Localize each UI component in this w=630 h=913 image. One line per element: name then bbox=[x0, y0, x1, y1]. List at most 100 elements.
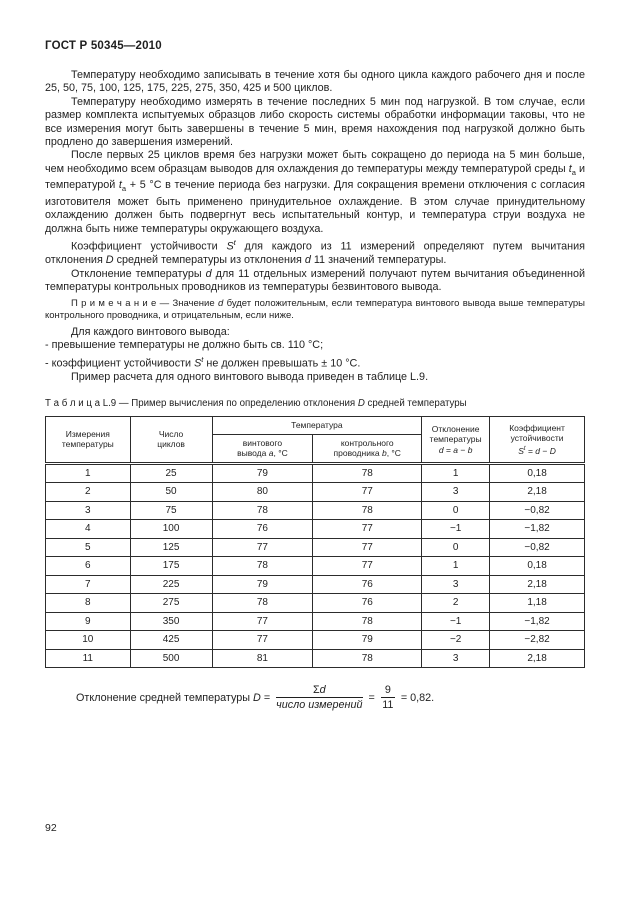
paragraph: После первых 25 циклов время без нагрузк… bbox=[45, 149, 585, 235]
table-row: 1 25 79 78 1 0,18 bbox=[45, 462, 585, 484]
table-cell: 50 bbox=[129, 482, 213, 502]
table-cell: 79 bbox=[211, 574, 314, 595]
table-cell: 1 bbox=[421, 556, 491, 576]
table-row: 11 500 81 78 3 2,18 bbox=[45, 648, 585, 669]
table-cell: 0 bbox=[421, 537, 491, 558]
table-cell: 77 bbox=[312, 482, 423, 502]
formula: Отклонение средней температуры D = Σd чи… bbox=[76, 684, 585, 711]
formula-denominator: 11 bbox=[382, 699, 394, 712]
formula-fraction-sum: Σd число измерений bbox=[276, 684, 363, 712]
col-header-measurements: Измерения температуры bbox=[45, 416, 131, 465]
table-cell: 75 bbox=[129, 500, 213, 521]
col-header-coefficient: Коэффициент устойчивости St = d − D bbox=[489, 416, 585, 465]
table-cell: 76 bbox=[211, 519, 314, 539]
table-cell: 3 bbox=[421, 574, 491, 595]
table-cell: 78 bbox=[312, 462, 423, 484]
table-row: 10 425 77 79 −2 −2,82 bbox=[45, 630, 585, 650]
list-item: - превышение температуры не должно быть … bbox=[45, 339, 324, 352]
table-row: 9 350 77 78 −1 −1,82 bbox=[45, 611, 585, 632]
formula-fraction-values: 9 11 bbox=[380, 684, 395, 712]
table-cell: −2 bbox=[421, 630, 491, 650]
paragraph: Температуру необходимо измерять в течени… bbox=[45, 95, 585, 149]
table-cell: 81 bbox=[211, 648, 314, 669]
body-text: Температуру необходимо записывать в тече… bbox=[45, 69, 585, 384]
table-cell: 0,18 bbox=[489, 556, 585, 576]
table-cell: 77 bbox=[312, 556, 423, 576]
table-cell: 225 bbox=[129, 574, 213, 595]
table-cell: 1 bbox=[45, 462, 131, 484]
table-cell: 11 bbox=[45, 648, 131, 669]
col-header-screw-terminal: винтового вывода а, °С bbox=[211, 433, 314, 465]
table-cell: 3 bbox=[421, 648, 491, 669]
formula-equals: = bbox=[365, 691, 378, 704]
table-cell: 9 bbox=[45, 611, 131, 632]
document-header: ГОСТ Р 50345—2010 bbox=[45, 40, 162, 52]
table-cell: 175 bbox=[129, 556, 213, 576]
table-cell: 78 bbox=[312, 611, 423, 632]
table-cell: 78 bbox=[211, 556, 314, 576]
table-cell: 79 bbox=[211, 462, 314, 484]
table-cell: 275 bbox=[129, 593, 213, 613]
table-cell: 6 bbox=[45, 556, 131, 576]
formula-numerator: Σd bbox=[276, 684, 363, 699]
table-cell: 500 bbox=[129, 648, 213, 669]
table-cell: −0,82 bbox=[489, 537, 585, 558]
table-row: 8 275 78 76 2 1,18 bbox=[45, 593, 585, 613]
table-cell: 2 bbox=[421, 593, 491, 613]
table-cell: −1 bbox=[421, 519, 491, 539]
table-cell: 5 bbox=[45, 537, 131, 558]
table-cell: 100 bbox=[129, 519, 213, 539]
col-header-deviation: Отклонение температуры d = а − b bbox=[421, 416, 491, 465]
table-row: 7 225 79 76 3 2,18 bbox=[45, 574, 585, 595]
note-paragraph: П р и м е ч а н и е — Значение d будет п… bbox=[45, 298, 585, 322]
table-cell: 0,18 bbox=[489, 462, 585, 484]
paragraph: Для каждого винтового вывода: bbox=[71, 326, 230, 338]
col-header-control-conductor: контрольного проводника b, °С bbox=[312, 433, 423, 465]
page-number: 92 bbox=[45, 822, 57, 834]
table-cell: 77 bbox=[312, 519, 423, 539]
table-row: 3 75 78 78 0 −0,82 bbox=[45, 500, 585, 521]
table-cell: 3 bbox=[45, 500, 131, 521]
table-cell: 78 bbox=[312, 500, 423, 521]
table-cell: 25 bbox=[129, 462, 213, 484]
table-cell: 3 bbox=[421, 482, 491, 502]
table-row: 4 100 76 77 −1 −1,82 bbox=[45, 519, 585, 539]
table-cell: 77 bbox=[211, 537, 314, 558]
table-cell: 125 bbox=[129, 537, 213, 558]
table-cell: 425 bbox=[129, 630, 213, 650]
table-cell: 80 bbox=[211, 482, 314, 502]
data-table: Измерения температуры Число циклов Темпе… bbox=[45, 416, 585, 669]
table-cell: 7 bbox=[45, 574, 131, 595]
table-cell: 76 bbox=[312, 593, 423, 613]
table-cell: −2,82 bbox=[489, 630, 585, 650]
table-cell: 78 bbox=[211, 500, 314, 521]
table-cell: −0,82 bbox=[489, 500, 585, 521]
paragraph: Пример расчета для одного винтового выво… bbox=[71, 370, 429, 383]
table-cell: 2,18 bbox=[489, 482, 585, 502]
table-cell: 2 bbox=[45, 482, 131, 502]
col-header-cycles: Число циклов bbox=[129, 416, 213, 465]
col-header-temperature-group: Температура bbox=[211, 416, 423, 435]
table-cell: 77 bbox=[211, 611, 314, 632]
table-cell: 10 bbox=[45, 630, 131, 650]
table-cell: 77 bbox=[211, 630, 314, 650]
paragraph: Температуру необходимо записывать в тече… bbox=[45, 69, 585, 95]
table-cell: 78 bbox=[312, 648, 423, 669]
table-cell: 2,18 bbox=[489, 574, 585, 595]
table-cell: 0 bbox=[421, 500, 491, 521]
formula-lead: Отклонение средней температуры D = bbox=[76, 691, 274, 704]
table-cell: 77 bbox=[312, 537, 423, 558]
paragraph: Коэффициент устойчивости St для каждого … bbox=[45, 238, 585, 267]
table-cell: −1,82 bbox=[489, 611, 585, 632]
table-cell: 1 bbox=[421, 462, 491, 484]
table-row: 5 125 77 77 0 −0,82 bbox=[45, 537, 585, 558]
formula-numerator: 9 bbox=[380, 684, 395, 699]
formula-denominator: число измерений bbox=[276, 699, 363, 712]
formula-result: = 0,82. bbox=[397, 691, 435, 704]
table-cell: −1 bbox=[421, 611, 491, 632]
table-cell: 2,18 bbox=[489, 648, 585, 669]
table-body: 1 25 79 78 1 0,18 2 50 80 77 3 2,18 3 75 78 78 0 −0,82 4 10… bbox=[45, 462, 585, 669]
table-cell: 350 bbox=[129, 611, 213, 632]
table-header: Измерения температуры Число циклов Темпе… bbox=[45, 416, 585, 465]
